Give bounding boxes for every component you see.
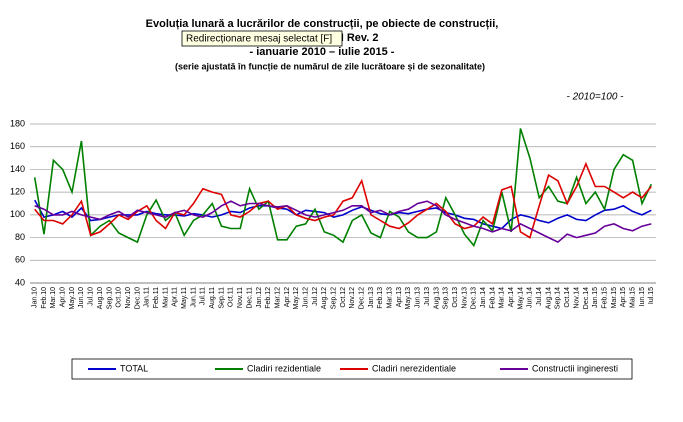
x-tick-label: Jun.10 (78, 287, 85, 308)
y-tick-label: 180 (10, 118, 25, 128)
legend-box (71, 358, 633, 380)
x-tick-label: Oct.11 (228, 287, 235, 307)
x-tick-label: Oct.12 (340, 287, 347, 308)
x-tick-label: Mar.10 (50, 287, 57, 309)
x-tick-label: May.12 (293, 287, 300, 310)
x-tick-label: May.13 (405, 287, 412, 310)
x-tick-label: Aug.11 (209, 287, 216, 309)
x-tick-label: Feb.11 (153, 287, 160, 308)
x-tick-label: Dec.14 (583, 287, 590, 309)
x-tick-label: Oct.10 (116, 287, 123, 308)
legend-label: Cladiri rezidentiale (247, 363, 321, 373)
series-line (34, 161, 652, 239)
x-tick-label: Feb.13 (377, 287, 384, 309)
legend-label: TOTAL (120, 363, 148, 373)
x-tick-label: Feb.14 (489, 287, 496, 309)
legend-label: Constructii ingineresti (532, 363, 618, 373)
x-tick-label: Nov.13 (461, 287, 468, 309)
x-tick-label: Sep.11 (218, 287, 225, 309)
x-tick-label: Mar.12 (274, 287, 281, 309)
x-tick-label: Nov.10 (125, 287, 132, 309)
x-tick-label: Aug.14 (545, 287, 552, 309)
x-tick-label: Aug.13 (433, 287, 440, 309)
x-tick-label: Apr.14 (508, 287, 515, 307)
tooltip-text: Redirecționare mesaj selectat [F] (186, 34, 332, 45)
series-line (33, 128, 653, 248)
x-tick-label: Mar.14 (499, 287, 506, 309)
x-tick-label: Jun.13 (415, 287, 422, 308)
x-tick-label: Apr.12 (284, 287, 291, 307)
x-tick-label: Jan.15 (592, 287, 599, 308)
x-tick-label: Jul.13 (424, 287, 431, 306)
chart-title: Evoluția lunară a lucrărilor de construc… (146, 18, 499, 30)
y-tick-label: 140 (10, 164, 25, 174)
x-tick-label: Oct.14 (564, 287, 571, 308)
series-line (33, 199, 652, 230)
x-tick-label: Feb.12 (265, 287, 272, 309)
x-tick-label: Sep.10 (106, 287, 113, 309)
x-tick-label: May.11 (181, 287, 188, 309)
x-tick-label: Oct.13 (452, 287, 459, 308)
x-tick-label: Jul.10 (88, 287, 95, 306)
x-tick-label: Dec.13 (471, 287, 478, 309)
x-tick-label: Nov.14 (573, 287, 580, 309)
x-tick-label: May.14 (517, 287, 524, 310)
x-tick-label: Dec.11 (246, 287, 253, 309)
x-tick-label: Jul.11 (200, 287, 207, 305)
x-tick-label: Jan.13 (368, 287, 375, 308)
x-tick-label: Dec.10 (134, 287, 141, 309)
x-tick-label: Sep.12 (331, 287, 338, 309)
x-tick-label: Sep.14 (555, 287, 562, 309)
x-tick-label: Aug.10 (97, 287, 104, 309)
x-tick-label: May.10 (69, 287, 76, 310)
x-tick-label: Apr.11 (172, 287, 179, 307)
x-tick-label: Jan.14 (480, 287, 487, 308)
x-tick-label: Dec.12 (359, 287, 366, 309)
x-tick-label: Sep.13 (443, 287, 450, 309)
series-line (34, 200, 652, 244)
x-tick-label: Jan.12 (256, 287, 263, 308)
x-tick-label: Mar.15 (611, 287, 618, 309)
x-tick-label: Jan.10 (32, 287, 39, 308)
subtitle-2: (serie ajustată în funcție de numărul de… (175, 61, 485, 71)
x-tick-label: Jul.12 (312, 287, 319, 306)
x-tick-label: Jun.12 (302, 287, 309, 308)
x-tick-label: Iun.15 (639, 287, 646, 307)
y-tick-label: 160 (10, 141, 25, 151)
x-tick-label: Apr.13 (396, 287, 403, 307)
y-tick-label: 60 (15, 255, 25, 265)
legend-label: Cladiri nerezidentiale (372, 363, 456, 373)
x-tick-label: Feb.10 (41, 287, 48, 309)
x-tick-label: Nov.11 (237, 287, 244, 308)
x-tick-label: Mar.11 (162, 287, 169, 308)
x-tick-label: Mar.13 (387, 287, 394, 309)
x-tick-label: Jan.11 (144, 287, 151, 308)
y-tick-label: 40 (15, 277, 25, 287)
tooltip-box (181, 30, 343, 47)
x-tick-label: Jun.14 (527, 287, 534, 308)
x-tick-label: Feb.15 (601, 287, 608, 309)
note: - 2010=100 - (567, 92, 625, 103)
y-tick-label: 80 (15, 232, 25, 242)
x-tick-label: Iul.15 (648, 287, 655, 304)
subtitle: - ianuarie 2010 – iulie 2015 - (250, 46, 395, 58)
x-tick-label: Jul.14 (536, 287, 543, 306)
x-tick-label: Jun.11 (190, 287, 197, 308)
x-tick-label: Aug.12 (321, 287, 328, 309)
tooltip: Redirecționare mesaj selectat [F] (181, 30, 343, 47)
x-tick-label: Nov.12 (349, 287, 356, 309)
x-tick-label: Mai.15 (629, 287, 636, 308)
x-tick-label: Apr.15 (620, 287, 627, 307)
y-tick-label: 100 (10, 209, 25, 219)
x-tick-label: Apr.10 (60, 287, 67, 307)
y-tick-label: 120 (10, 187, 25, 197)
